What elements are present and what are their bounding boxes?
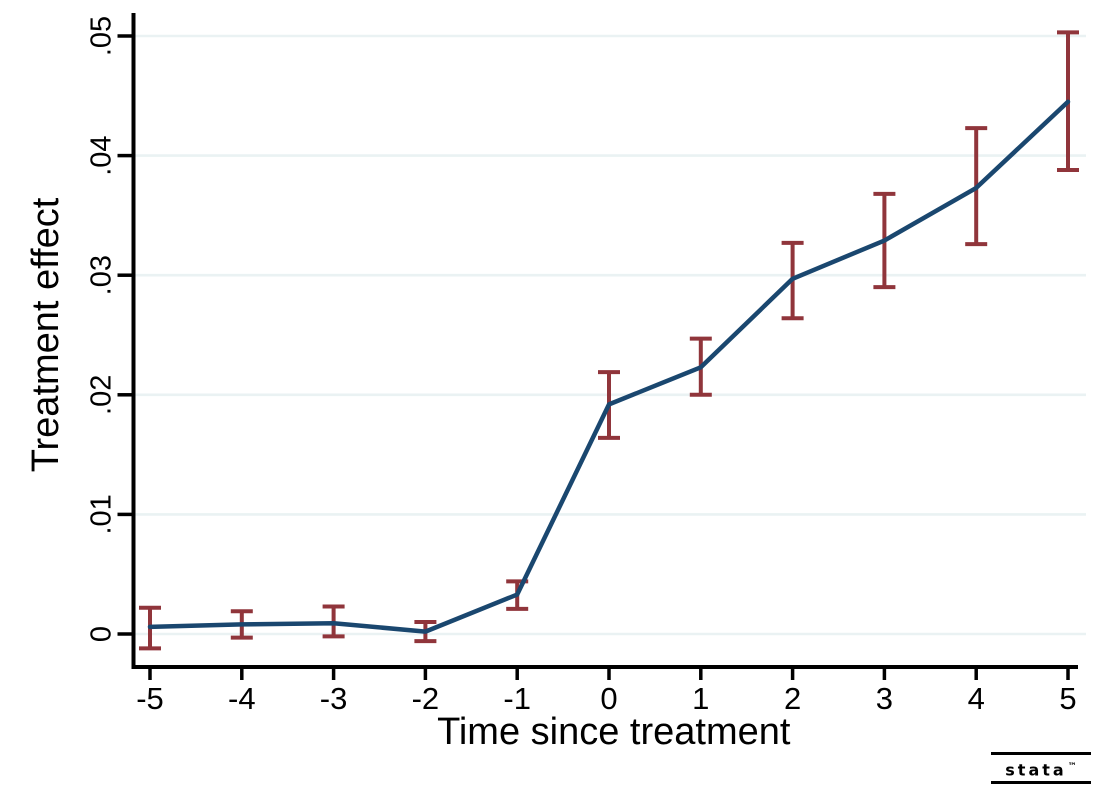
y-axis-title: Treatment effect [25,197,67,472]
x-tick-label: 4 [968,681,985,716]
y-tick-label: .01 [85,494,117,534]
x-axis-ticks: -5 -4 -3 -2 -1 0 1 2 3 4 5 [136,667,1077,716]
y-gridlines [135,34,1086,636]
x-tick-label: 0 [600,681,617,716]
y-axis-ticks: 0 .01 .02 .03 .04 .05 [85,16,134,642]
stata-logo-text: stata [1005,760,1067,780]
x-tick-label: 3 [876,681,893,716]
x-axis-title: Time since treatment [437,711,791,753]
axes [131,13,1078,669]
treatment-effect-line [147,99,1071,634]
x-tick-label: 5 [1059,681,1076,716]
stata-logo-tm: ™ [1067,762,1077,772]
y-tick-label: .03 [85,255,117,295]
y-tick-label: .02 [85,375,117,415]
x-tick-label: 2 [784,681,801,716]
x-tick-label: -3 [320,681,348,716]
x-tick-label: -2 [412,681,440,716]
stata-logo: stata™ [991,752,1091,785]
x-tick-label: -1 [503,681,531,716]
x-tick-label: -5 [136,681,164,716]
confidence-intervals [139,30,1079,651]
y-tick-label: .04 [85,135,117,175]
y-tick-label: 0 [85,626,117,642]
x-tick-label: 1 [692,681,709,716]
x-tick-label: -4 [228,681,256,716]
y-tick-label: .05 [85,16,117,56]
